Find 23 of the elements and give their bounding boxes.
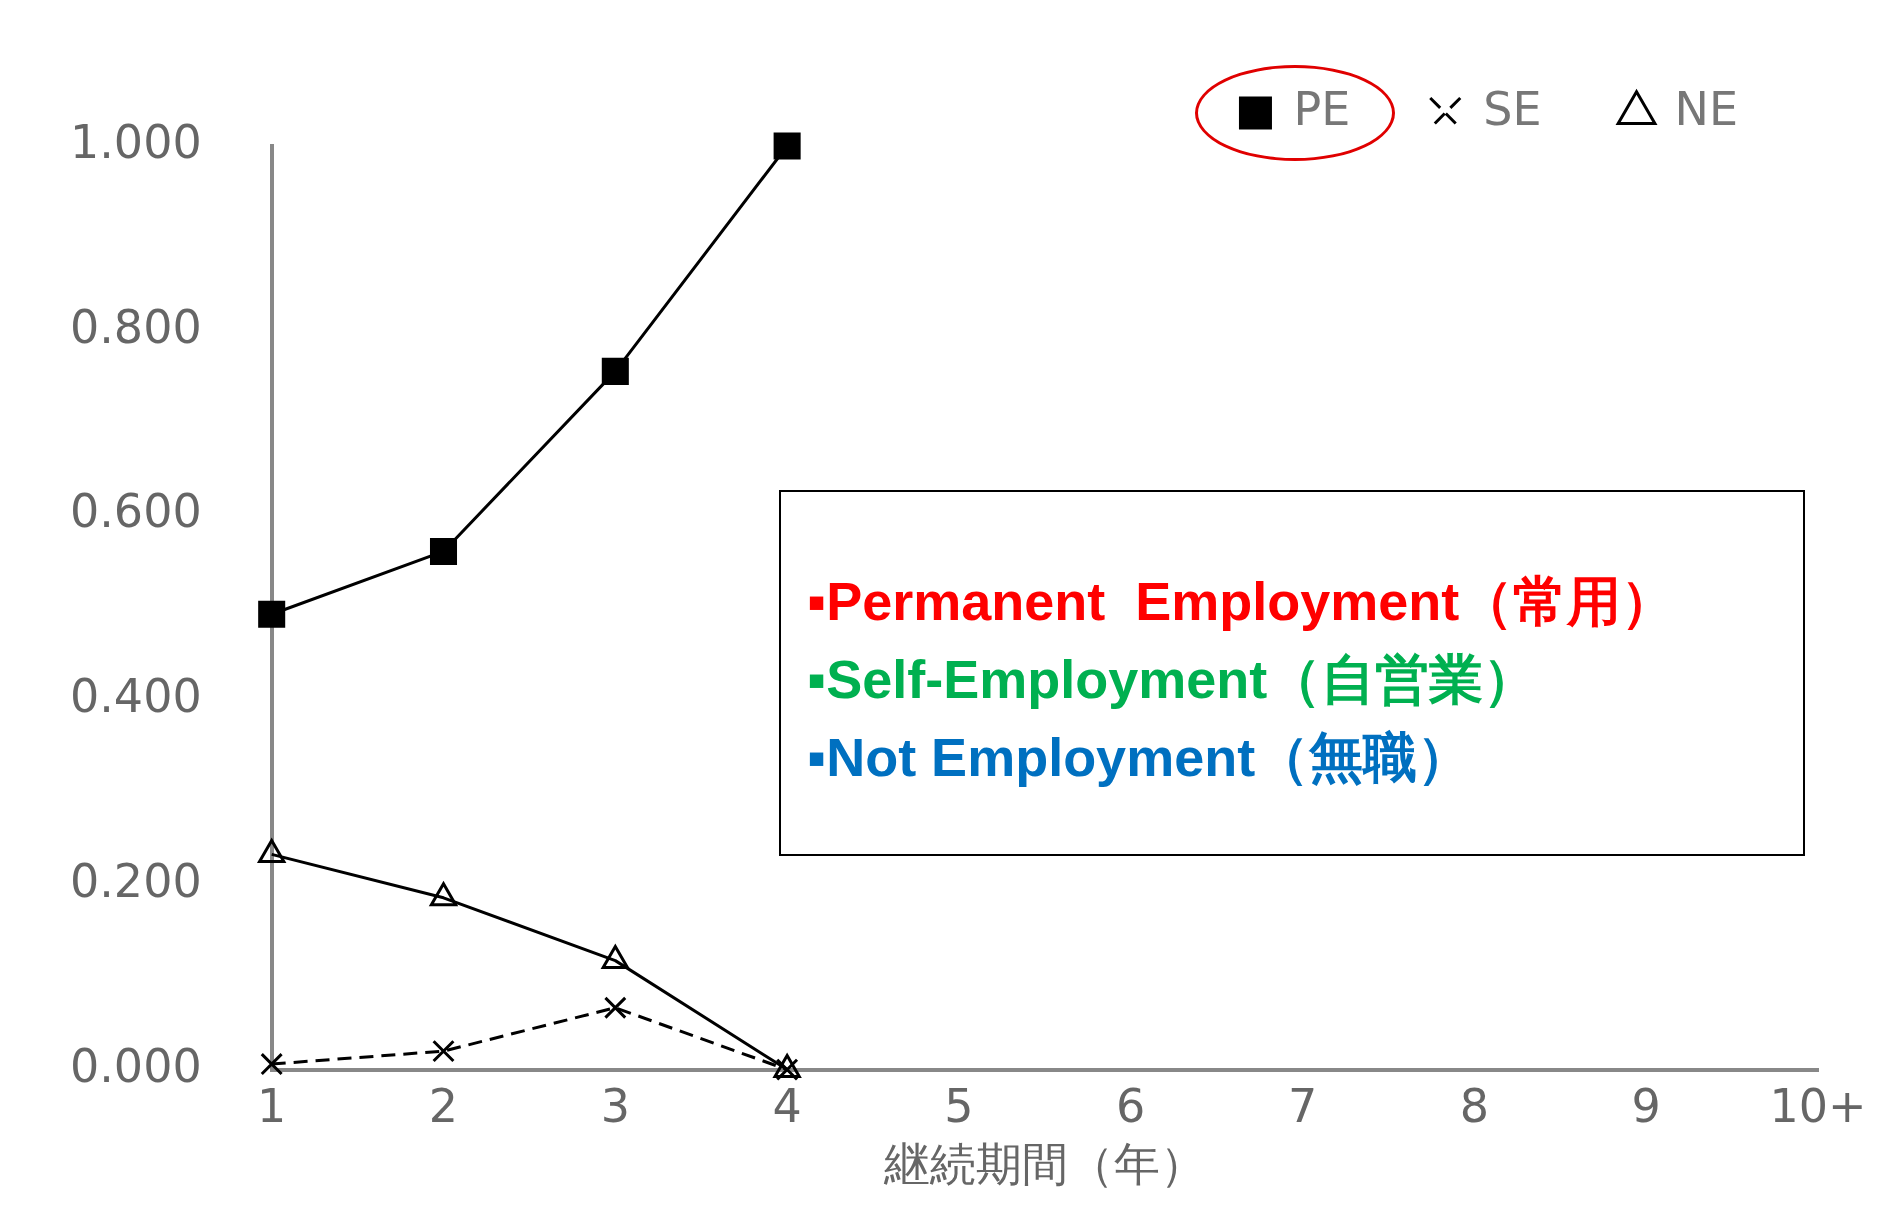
x-tick-label: 9 — [1631, 1079, 1661, 1134]
annotation: ▪Not Employment（無職） — [807, 726, 1473, 789]
legend-label: PE — [1293, 81, 1351, 136]
y-tick-label: 0.000 — [69, 1038, 202, 1093]
annotation: ▪Permanent Employment（常用） — [807, 570, 1677, 633]
x-axis-title: 継続期間（年） — [882, 1137, 1206, 1192]
x-tick-label: 1 — [257, 1079, 287, 1134]
x-tick-label: 4 — [772, 1079, 802, 1134]
x-tick-label: 5 — [944, 1079, 974, 1134]
x-tick-label: 7 — [1287, 1079, 1318, 1134]
y-tick-label: 0.400 — [69, 669, 202, 724]
x-tick-label: 2 — [428, 1079, 459, 1134]
legend-label: SE — [1483, 81, 1542, 136]
x-tick-label: 6 — [1116, 1079, 1146, 1134]
y-tick-label: 0.600 — [69, 484, 202, 539]
legend-label: NE — [1674, 81, 1739, 136]
y-tick-label: 0.200 — [69, 853, 202, 908]
x-tick-label: 3 — [600, 1079, 630, 1134]
x-tick-label: 10+ — [1769, 1079, 1867, 1134]
y-tick-label: 1.000 — [69, 114, 202, 169]
x-tick-label: 8 — [1459, 1079, 1490, 1134]
annotation: ▪Self-Employment（自営業） — [807, 648, 1539, 711]
y-tick-label: 0.800 — [69, 299, 202, 354]
